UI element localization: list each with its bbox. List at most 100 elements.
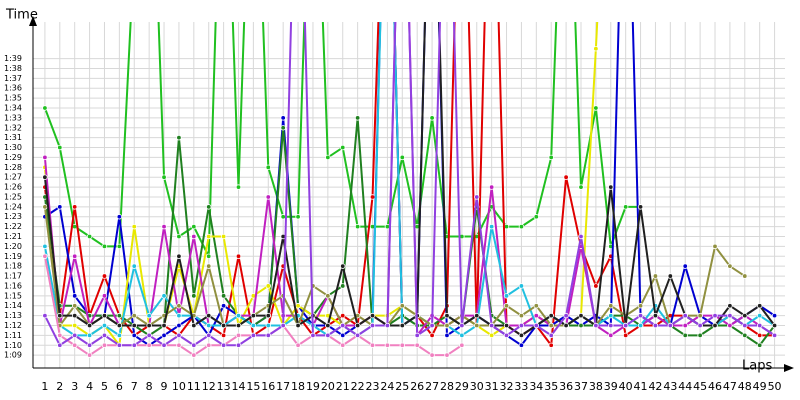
point-marker bbox=[697, 332, 703, 339]
x-tick-label: 8 bbox=[146, 380, 153, 393]
point-marker bbox=[235, 253, 242, 259]
point-marker bbox=[518, 342, 525, 348]
y-tick-label: 1:38 bbox=[4, 64, 22, 73]
point-marker bbox=[176, 312, 182, 319]
point-marker bbox=[325, 322, 331, 329]
point-marker bbox=[444, 332, 450, 339]
point-marker bbox=[533, 312, 540, 319]
y-tick-label: 1:25 bbox=[4, 192, 22, 201]
point-marker bbox=[295, 214, 301, 220]
x-tick-label: 29 bbox=[455, 380, 469, 393]
point-marker bbox=[488, 332, 495, 339]
x-tick-label: 12 bbox=[202, 380, 216, 393]
point-marker bbox=[71, 322, 78, 329]
x-tick-label: 34 bbox=[529, 380, 543, 393]
point-marker bbox=[42, 253, 48, 259]
point-marker bbox=[742, 332, 748, 339]
point-marker bbox=[116, 322, 123, 329]
point-marker bbox=[340, 342, 346, 348]
point-marker bbox=[161, 293, 167, 299]
x-tick-label: 38 bbox=[589, 380, 603, 393]
point-marker bbox=[71, 253, 78, 259]
point-marker bbox=[340, 322, 346, 329]
point-marker bbox=[131, 342, 137, 348]
x-tick-label: 47 bbox=[723, 380, 737, 393]
point-marker bbox=[146, 332, 152, 339]
x-tick-label: 20 bbox=[321, 380, 335, 393]
y-tick-label: 1:36 bbox=[4, 84, 22, 93]
x-tick-label: 3 bbox=[71, 380, 78, 393]
point-marker bbox=[116, 312, 123, 319]
x-tick-label: 11 bbox=[187, 380, 201, 393]
point-marker bbox=[71, 293, 78, 299]
x-tick-label: 28 bbox=[440, 380, 454, 393]
point-marker bbox=[42, 105, 48, 111]
point-marker bbox=[176, 134, 182, 141]
point-marker bbox=[548, 154, 554, 161]
point-marker bbox=[146, 312, 152, 319]
y-tick-label: 1:37 bbox=[4, 74, 22, 83]
point-marker bbox=[697, 322, 703, 329]
point-marker bbox=[474, 322, 480, 329]
point-marker bbox=[459, 342, 465, 348]
point-marker bbox=[399, 154, 405, 161]
point-marker bbox=[116, 342, 123, 348]
point-marker bbox=[191, 322, 197, 329]
point-marker bbox=[265, 164, 271, 171]
point-marker bbox=[399, 342, 405, 348]
point-marker bbox=[250, 312, 257, 319]
point-marker bbox=[235, 332, 242, 339]
point-marker bbox=[503, 293, 510, 299]
y-tick-label: 1:28 bbox=[4, 163, 22, 172]
point-marker bbox=[101, 293, 108, 299]
point-marker bbox=[488, 223, 495, 230]
point-marker bbox=[756, 312, 763, 319]
point-marker bbox=[161, 342, 167, 348]
point-marker bbox=[265, 312, 271, 319]
point-marker bbox=[444, 352, 450, 358]
point-marker bbox=[399, 322, 405, 329]
point-marker bbox=[593, 45, 599, 52]
point-marker bbox=[771, 332, 778, 339]
point-marker bbox=[682, 263, 688, 269]
point-marker bbox=[608, 312, 614, 319]
x-tick-label: 7 bbox=[131, 380, 138, 393]
x-tick-label: 14 bbox=[231, 380, 245, 393]
point-marker bbox=[667, 322, 674, 329]
x-tick-label: 27 bbox=[425, 380, 439, 393]
point-marker bbox=[146, 342, 152, 348]
point-marker bbox=[518, 312, 525, 319]
point-marker bbox=[503, 303, 510, 309]
point-marker bbox=[354, 322, 361, 329]
point-marker bbox=[280, 322, 286, 329]
point-marker bbox=[563, 174, 569, 180]
point-marker bbox=[191, 293, 197, 299]
point-marker bbox=[712, 322, 718, 329]
point-marker bbox=[42, 154, 48, 161]
point-marker bbox=[280, 214, 286, 220]
point-marker bbox=[206, 322, 212, 329]
point-marker bbox=[593, 283, 599, 289]
x-tick-label: 9 bbox=[161, 380, 168, 393]
point-marker bbox=[622, 204, 629, 210]
point-marker bbox=[414, 332, 420, 339]
x-tick-label: 43 bbox=[663, 380, 677, 393]
y-tick-label: 1:16 bbox=[4, 281, 22, 290]
x-tick-label: 48 bbox=[738, 380, 752, 393]
x-tick-label: 25 bbox=[395, 380, 409, 393]
y-tick-label: 1:39 bbox=[4, 54, 22, 63]
x-tick-label: 37 bbox=[574, 380, 588, 393]
point-marker bbox=[474, 194, 480, 200]
point-marker bbox=[369, 322, 376, 329]
point-marker bbox=[742, 273, 748, 279]
point-marker bbox=[429, 352, 435, 358]
point-marker bbox=[220, 342, 227, 348]
x-tick-label: 35 bbox=[544, 380, 558, 393]
y-tick-label: 1:32 bbox=[4, 123, 22, 132]
point-marker bbox=[652, 273, 659, 279]
point-marker bbox=[101, 312, 108, 319]
point-marker bbox=[206, 332, 212, 339]
point-marker bbox=[176, 322, 182, 329]
point-marker bbox=[191, 342, 197, 348]
